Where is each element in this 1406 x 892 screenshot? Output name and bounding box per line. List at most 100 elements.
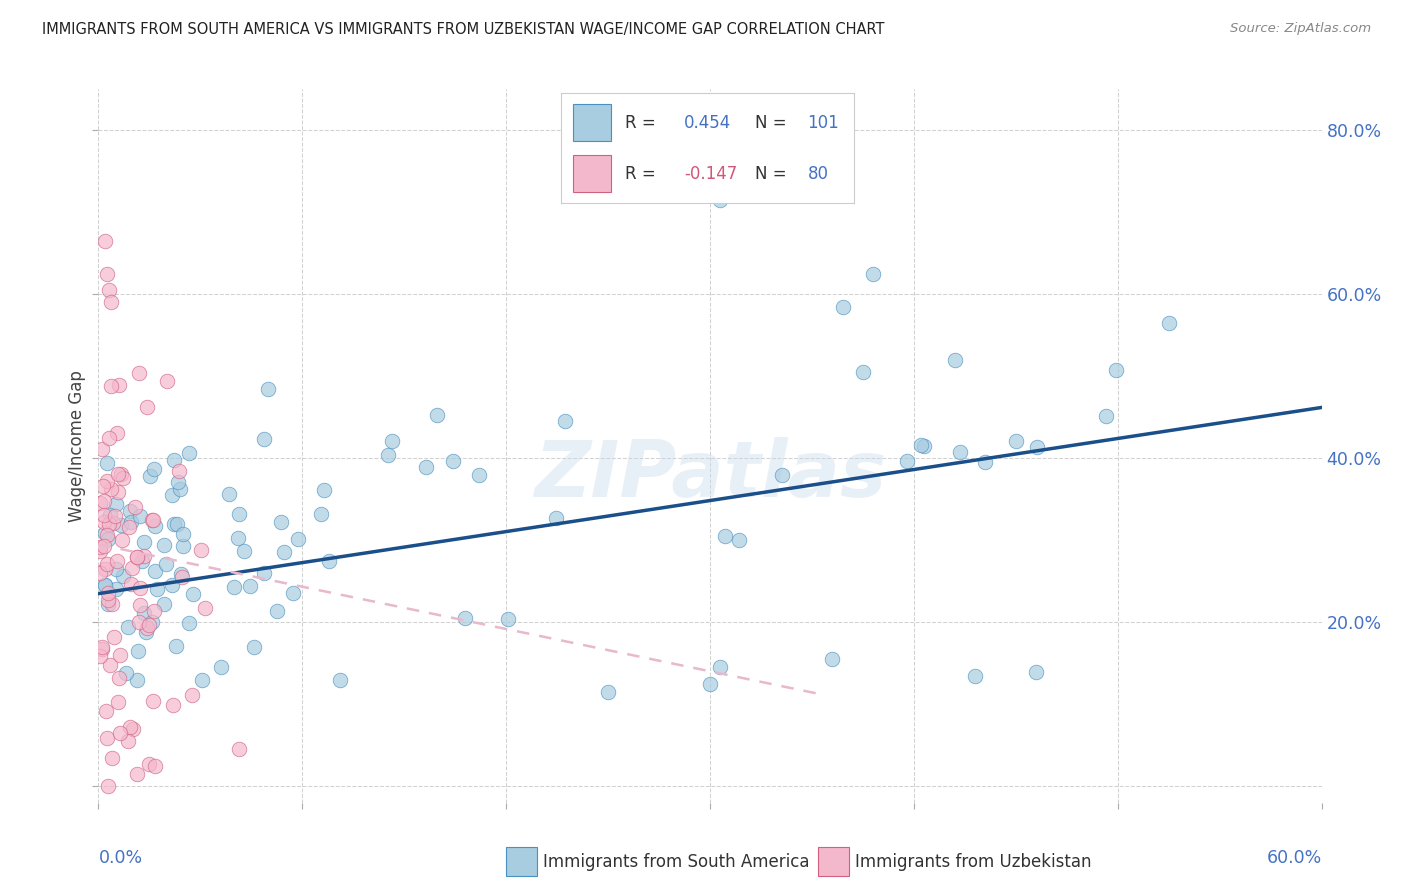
Point bbox=[714, 529, 737, 543]
Point bbox=[101, 516, 124, 530]
Point bbox=[160, 488, 183, 502]
Point bbox=[128, 615, 150, 630]
Point bbox=[312, 483, 335, 497]
Point bbox=[107, 695, 129, 709]
Point bbox=[121, 722, 143, 736]
Point bbox=[160, 578, 183, 592]
Point bbox=[138, 757, 160, 772]
Point bbox=[105, 554, 128, 568]
Point bbox=[143, 462, 166, 476]
Point bbox=[166, 475, 188, 489]
Point bbox=[426, 409, 449, 423]
Point bbox=[381, 434, 404, 448]
Point bbox=[105, 582, 128, 596]
Point bbox=[132, 535, 155, 549]
Point bbox=[910, 437, 932, 451]
Point bbox=[97, 516, 120, 531]
Point bbox=[273, 545, 295, 559]
Point bbox=[770, 467, 793, 482]
Point bbox=[170, 566, 193, 581]
Point bbox=[831, 300, 853, 314]
Point bbox=[107, 467, 129, 481]
Point bbox=[257, 383, 280, 397]
Point bbox=[191, 673, 214, 687]
Point bbox=[98, 508, 121, 523]
Point bbox=[104, 497, 127, 511]
Point bbox=[943, 352, 966, 367]
Point bbox=[96, 456, 118, 470]
Point bbox=[166, 516, 188, 531]
Point bbox=[949, 444, 972, 458]
Point bbox=[129, 509, 152, 524]
Point bbox=[135, 400, 157, 414]
Point bbox=[139, 469, 162, 483]
Point bbox=[89, 544, 111, 558]
Point bbox=[181, 587, 204, 601]
Point bbox=[94, 704, 117, 718]
Point bbox=[1025, 665, 1047, 679]
Point bbox=[177, 446, 200, 460]
Point bbox=[135, 625, 157, 640]
Point bbox=[965, 668, 987, 682]
Point bbox=[155, 558, 177, 572]
Point bbox=[309, 507, 332, 521]
Point bbox=[111, 569, 134, 583]
Point bbox=[211, 660, 233, 674]
Point bbox=[142, 513, 165, 527]
Point bbox=[163, 453, 186, 467]
Point bbox=[105, 425, 128, 440]
Point bbox=[110, 648, 132, 662]
Point bbox=[468, 467, 491, 482]
Point bbox=[96, 267, 118, 281]
Point bbox=[974, 455, 997, 469]
Point bbox=[97, 586, 120, 600]
Point bbox=[94, 562, 117, 576]
Point bbox=[100, 295, 122, 310]
Y-axis label: Wage/Income Gap: Wage/Income Gap bbox=[67, 370, 86, 522]
Point bbox=[108, 726, 131, 740]
Point bbox=[498, 612, 520, 626]
Point bbox=[91, 479, 114, 493]
Point bbox=[145, 564, 167, 578]
Point bbox=[89, 566, 111, 580]
Point bbox=[96, 528, 118, 542]
Point bbox=[93, 540, 115, 554]
Point bbox=[162, 698, 184, 712]
Point bbox=[97, 283, 120, 297]
Point bbox=[93, 578, 115, 592]
Point bbox=[172, 539, 194, 553]
Point bbox=[222, 580, 245, 594]
Point bbox=[90, 442, 112, 457]
Point bbox=[117, 734, 139, 748]
Point bbox=[100, 482, 122, 496]
Point bbox=[120, 515, 142, 529]
Point bbox=[172, 527, 194, 541]
Point bbox=[97, 593, 120, 607]
Point bbox=[89, 649, 111, 664]
Point bbox=[896, 454, 918, 468]
Point bbox=[111, 533, 134, 548]
Point bbox=[121, 561, 143, 575]
Point bbox=[107, 671, 129, 685]
Point bbox=[89, 540, 111, 554]
Point bbox=[89, 496, 111, 510]
Point bbox=[97, 532, 120, 546]
Point bbox=[233, 543, 256, 558]
Point bbox=[228, 507, 250, 521]
Point bbox=[146, 582, 169, 597]
Point bbox=[243, 640, 266, 655]
Text: ZIPatlas: ZIPatlas bbox=[534, 436, 886, 513]
Point bbox=[194, 600, 217, 615]
Point bbox=[118, 720, 141, 734]
Point bbox=[266, 604, 288, 618]
Point bbox=[96, 731, 118, 745]
Point bbox=[852, 365, 875, 379]
Point bbox=[90, 640, 112, 654]
Text: Immigrants from Uzbekistan: Immigrants from Uzbekistan bbox=[855, 853, 1091, 871]
Point bbox=[104, 509, 127, 524]
Point bbox=[156, 374, 179, 388]
Point bbox=[239, 579, 262, 593]
Point bbox=[253, 432, 276, 446]
Point bbox=[138, 618, 160, 632]
Text: 60.0%: 60.0% bbox=[1267, 849, 1322, 867]
